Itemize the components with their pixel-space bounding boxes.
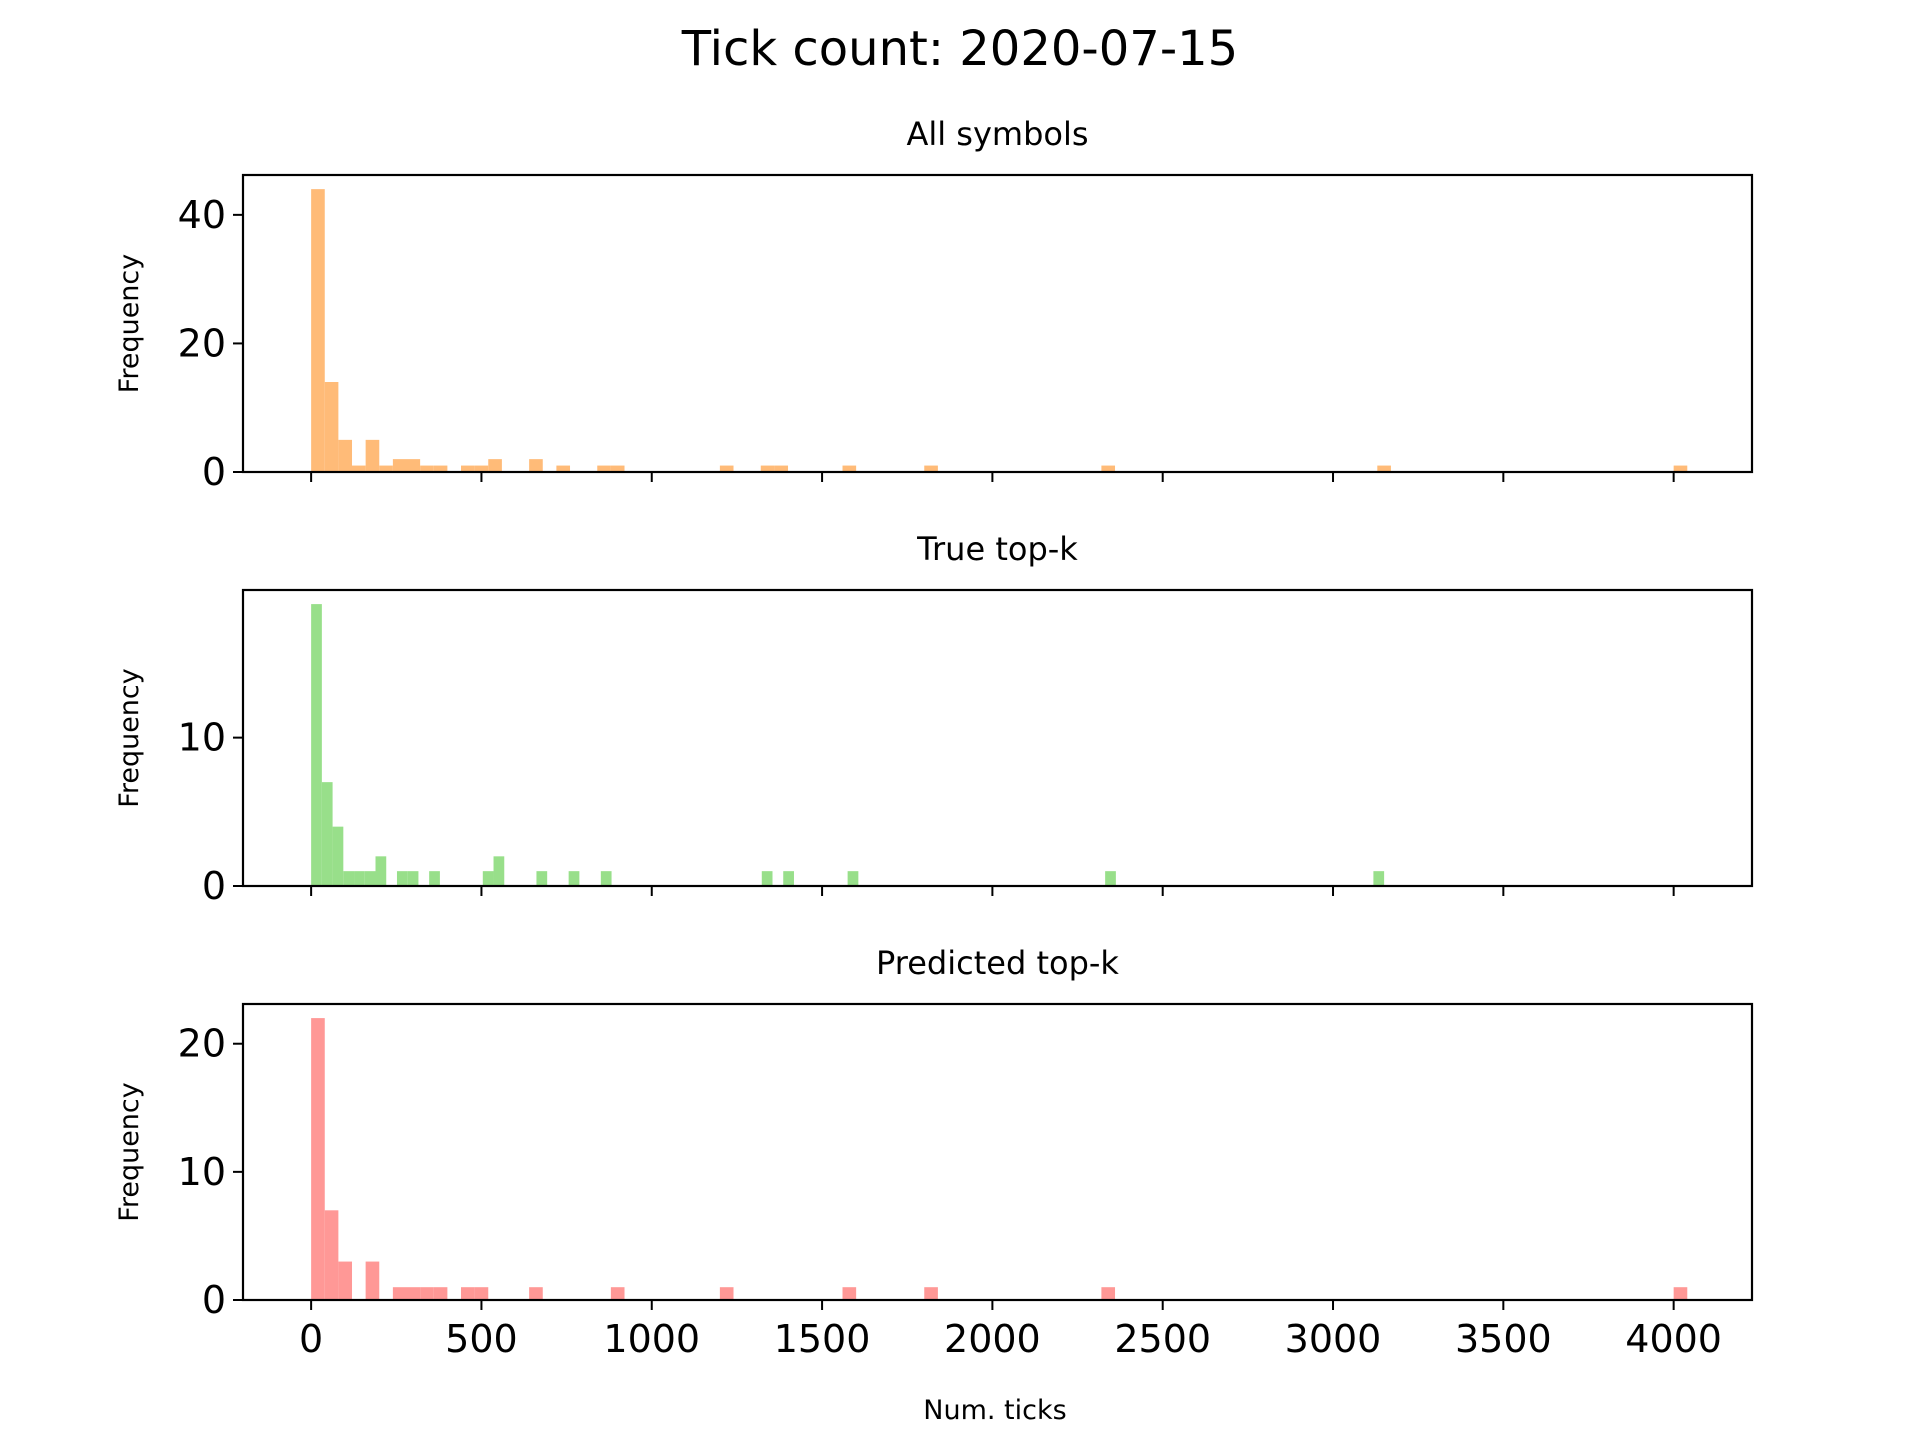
histogram-bar bbox=[429, 871, 440, 886]
histogram-bar bbox=[774, 465, 789, 472]
histogram-bar bbox=[1673, 1287, 1688, 1300]
panel-predicted-top-k: Predicted top-k 0 10 20 Frequency 0 500 1000 150… bbox=[114, 944, 1754, 1361]
figure-title: Tick count: 2020-07-15 bbox=[681, 21, 1238, 77]
x-tick-label: 3000 bbox=[1285, 1317, 1382, 1361]
histogram-bar bbox=[420, 465, 434, 472]
histogram-bar bbox=[324, 1210, 339, 1300]
histogram-bar bbox=[324, 382, 339, 472]
histogram-bar bbox=[1101, 1287, 1116, 1300]
y-axis-label-true-top-k: Frequency bbox=[114, 668, 145, 808]
histogram-bar bbox=[311, 604, 322, 886]
histogram-bar bbox=[1377, 465, 1391, 472]
y-tick-label: 10 bbox=[178, 716, 226, 760]
histogram-bar bbox=[474, 1287, 489, 1300]
histogram-bar bbox=[338, 439, 353, 472]
y-tick-label: 40 bbox=[178, 193, 226, 237]
histogram-bar bbox=[406, 459, 421, 472]
histogram-bar bbox=[1373, 871, 1385, 886]
histogram-bar bbox=[365, 1261, 380, 1300]
y-tick-label: 20 bbox=[178, 321, 226, 365]
histogram-bar bbox=[924, 465, 938, 472]
histogram-bar bbox=[600, 871, 612, 886]
x-tick-label: 1000 bbox=[603, 1317, 700, 1361]
panel-all-symbols: All symbols 0 20 40 Frequency bbox=[114, 115, 1754, 494]
histogram-bar bbox=[924, 1287, 938, 1300]
histogram-bar bbox=[719, 465, 734, 472]
histogram-bar bbox=[482, 871, 494, 886]
histogram-bar bbox=[760, 465, 775, 472]
y-axis-label-predicted-top-k: Frequency bbox=[114, 1082, 145, 1222]
histogram-bar bbox=[396, 871, 408, 886]
histogram-bar bbox=[1101, 465, 1116, 472]
histogram-bar bbox=[311, 189, 325, 472]
histogram-bar bbox=[364, 871, 376, 886]
histogram-bar bbox=[311, 1018, 325, 1300]
histogram-bar bbox=[847, 871, 859, 886]
histogram-bar bbox=[433, 465, 448, 472]
histogram-bar bbox=[433, 1287, 448, 1300]
y-tick-label: 10 bbox=[178, 1150, 226, 1194]
x-tick-label: 500 bbox=[445, 1317, 518, 1361]
panel-title-true-top-k: True top-k bbox=[916, 530, 1078, 568]
panel-title-predicted-top-k: Predicted top-k bbox=[876, 944, 1119, 982]
histogram-bar bbox=[783, 871, 794, 886]
y-tick-label: 0 bbox=[202, 1278, 226, 1322]
histogram-bar bbox=[352, 465, 366, 472]
histogram-bar bbox=[597, 465, 611, 472]
y-tick-label: 0 bbox=[202, 450, 226, 494]
histogram-bar bbox=[321, 782, 333, 886]
x-tick-label: 1500 bbox=[774, 1317, 871, 1361]
histogram-bar bbox=[493, 856, 505, 886]
histogram-bar bbox=[354, 871, 365, 886]
histogram-bar bbox=[529, 459, 543, 472]
histogram-bar bbox=[761, 871, 773, 886]
histogram-bar bbox=[529, 1287, 543, 1300]
y-tick-label: 0 bbox=[202, 864, 226, 908]
histogram-bar bbox=[365, 439, 380, 472]
histogram-bar bbox=[610, 1287, 625, 1300]
histogram-bar bbox=[392, 459, 407, 472]
histogram-bar bbox=[406, 1287, 421, 1300]
histogram-bar bbox=[461, 465, 475, 472]
histogram-bar bbox=[407, 871, 419, 886]
axes-frame-predicted-top-k bbox=[241, 1002, 1754, 1302]
axes-frame-all-symbols bbox=[241, 173, 1754, 474]
histogram-bar bbox=[338, 1261, 353, 1300]
histogram-bar bbox=[461, 1287, 475, 1300]
histogram-bar bbox=[1673, 465, 1688, 472]
panel-true-top-k: True top-k 0 10 Frequency bbox=[114, 530, 1754, 908]
histogram-bar bbox=[556, 465, 571, 472]
histogram-bar bbox=[610, 465, 625, 472]
x-tick-label: 2000 bbox=[944, 1317, 1041, 1361]
x-tick-label: 4000 bbox=[1625, 1317, 1722, 1361]
histogram-bar bbox=[719, 1287, 734, 1300]
histogram-bar bbox=[343, 871, 355, 886]
y-tick-label: 20 bbox=[178, 1022, 226, 1066]
histogram-bar bbox=[332, 826, 344, 886]
histogram-bar bbox=[420, 1287, 434, 1300]
y-axis-label-all-symbols: Frequency bbox=[114, 254, 145, 394]
histogram-bar bbox=[375, 856, 387, 886]
x-tick-label: 2500 bbox=[1114, 1317, 1211, 1361]
histogram-bar bbox=[536, 871, 548, 886]
x-tick-label: 3500 bbox=[1455, 1317, 1552, 1361]
histogram-bar bbox=[488, 459, 502, 472]
histogram-bar bbox=[1105, 871, 1116, 886]
histogram-bar bbox=[842, 1287, 857, 1300]
histogram-bar bbox=[568, 871, 580, 886]
x-tick-label: 0 bbox=[299, 1317, 323, 1361]
histogram-bar bbox=[379, 465, 393, 472]
histogram-bar bbox=[474, 465, 489, 472]
histogram-bar bbox=[392, 1287, 407, 1300]
histogram-panels: All symbols 0 20 40 Frequency True top-k 0 10 Fr… bbox=[114, 115, 1754, 1361]
x-axis-label: Num. ticks bbox=[923, 1395, 1066, 1426]
histogram-bar bbox=[842, 465, 857, 472]
panel-title-all-symbols: All symbols bbox=[906, 115, 1088, 153]
